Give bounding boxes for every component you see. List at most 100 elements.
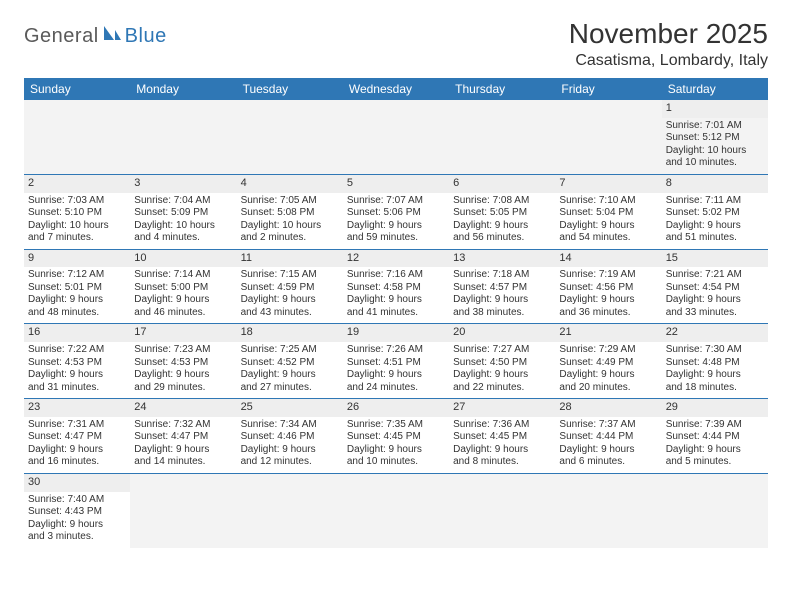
sunrise-text: Sunrise: 7:22 AM	[28, 344, 126, 357]
sunset-text: Sunset: 4:44 PM	[666, 431, 764, 444]
day-cell: 3Sunrise: 7:04 AMSunset: 5:09 PMDaylight…	[130, 174, 236, 249]
sunrise-text: Sunrise: 7:07 AM	[347, 195, 445, 208]
day-number: 16	[24, 324, 130, 342]
week-row: 1Sunrise: 7:01 AMSunset: 5:12 PMDaylight…	[24, 100, 768, 174]
sunrise-text: Sunrise: 7:08 AM	[453, 195, 551, 208]
day-cell: 5Sunrise: 7:07 AMSunset: 5:06 PMDaylight…	[343, 174, 449, 249]
sunset-text: Sunset: 4:48 PM	[666, 357, 764, 370]
day-number: 3	[130, 175, 236, 193]
day-header: Thursday	[449, 78, 555, 100]
daylight-text: Daylight: 9 hours	[347, 220, 445, 233]
day-header-row: Sunday Monday Tuesday Wednesday Thursday…	[24, 78, 768, 100]
location: Casatisma, Lombardy, Italy	[569, 52, 768, 70]
day-cell	[237, 473, 343, 547]
logo: General Blue	[24, 24, 167, 49]
day-cell: 30Sunrise: 7:40 AMSunset: 4:43 PMDayligh…	[24, 473, 130, 547]
daylight-text: and 6 minutes.	[559, 456, 657, 469]
day-number: 30	[24, 474, 130, 492]
week-row: 23Sunrise: 7:31 AMSunset: 4:47 PMDayligh…	[24, 399, 768, 474]
sunrise-text: Sunrise: 7:37 AM	[559, 419, 657, 432]
daylight-text: and 46 minutes.	[134, 307, 232, 320]
day-cell: 11Sunrise: 7:15 AMSunset: 4:59 PMDayligh…	[237, 249, 343, 324]
daylight-text: and 29 minutes.	[134, 382, 232, 395]
sunrise-text: Sunrise: 7:04 AM	[134, 195, 232, 208]
day-number: 27	[449, 399, 555, 417]
day-cell	[237, 100, 343, 174]
header: General Blue November 2025 Casatisma, Lo…	[24, 18, 768, 70]
sunset-text: Sunset: 5:05 PM	[453, 207, 551, 220]
day-cell: 14Sunrise: 7:19 AMSunset: 4:56 PMDayligh…	[555, 249, 661, 324]
sunrise-text: Sunrise: 7:19 AM	[559, 269, 657, 282]
daylight-text: Daylight: 9 hours	[241, 369, 339, 382]
day-number: 1	[662, 100, 768, 118]
daylight-text: and 22 minutes.	[453, 382, 551, 395]
daylight-text: Daylight: 9 hours	[241, 444, 339, 457]
day-cell: 7Sunrise: 7:10 AMSunset: 5:04 PMDaylight…	[555, 174, 661, 249]
day-number: 21	[555, 324, 661, 342]
week-row: 2Sunrise: 7:03 AMSunset: 5:10 PMDaylight…	[24, 174, 768, 249]
sunset-text: Sunset: 5:08 PM	[241, 207, 339, 220]
day-number: 5	[343, 175, 449, 193]
daylight-text: Daylight: 9 hours	[134, 294, 232, 307]
day-cell: 13Sunrise: 7:18 AMSunset: 4:57 PMDayligh…	[449, 249, 555, 324]
daylight-text: and 20 minutes.	[559, 382, 657, 395]
sunset-text: Sunset: 4:56 PM	[559, 282, 657, 295]
sunrise-text: Sunrise: 7:32 AM	[134, 419, 232, 432]
sunset-text: Sunset: 4:45 PM	[347, 431, 445, 444]
day-number: 11	[237, 250, 343, 268]
daylight-text: Daylight: 9 hours	[347, 369, 445, 382]
sunset-text: Sunset: 4:47 PM	[28, 431, 126, 444]
day-cell: 29Sunrise: 7:39 AMSunset: 4:44 PMDayligh…	[662, 399, 768, 474]
sunset-text: Sunset: 5:00 PM	[134, 282, 232, 295]
daylight-text: and 8 minutes.	[453, 456, 551, 469]
daylight-text: Daylight: 10 hours	[28, 220, 126, 233]
daylight-text: and 54 minutes.	[559, 232, 657, 245]
daylight-text: and 2 minutes.	[241, 232, 339, 245]
day-number: 23	[24, 399, 130, 417]
day-cell	[343, 100, 449, 174]
day-cell: 15Sunrise: 7:21 AMSunset: 4:54 PMDayligh…	[662, 249, 768, 324]
sunset-text: Sunset: 4:51 PM	[347, 357, 445, 370]
daylight-text: and 12 minutes.	[241, 456, 339, 469]
sunrise-text: Sunrise: 7:26 AM	[347, 344, 445, 357]
week-row: 9Sunrise: 7:12 AMSunset: 5:01 PMDaylight…	[24, 249, 768, 324]
week-row: 16 Sunrise: 7:22 AM Sunset: 4:53 PM Dayligh…	[24, 324, 768, 399]
day-cell	[449, 100, 555, 174]
day-number: 6	[449, 175, 555, 193]
sunrise-text: Sunrise: 7:31 AM	[28, 419, 126, 432]
day-cell: 24Sunrise: 7:32 AMSunset: 4:47 PMDayligh…	[130, 399, 236, 474]
day-header: Wednesday	[343, 78, 449, 100]
sunset-text: Sunset: 5:10 PM	[28, 207, 126, 220]
daylight-text: and 18 minutes.	[666, 382, 764, 395]
daylight-text: Daylight: 9 hours	[28, 519, 126, 532]
daylight-text: and 33 minutes.	[666, 307, 764, 320]
daylight-text: and 27 minutes.	[241, 382, 339, 395]
sunset-text: Sunset: 4:53 PM	[134, 357, 232, 370]
daylight-text: Daylight: 9 hours	[666, 294, 764, 307]
daylight-text: and 36 minutes.	[559, 307, 657, 320]
sunrise-text: Sunrise: 7:39 AM	[666, 419, 764, 432]
sunset-text: Sunset: 4:47 PM	[134, 431, 232, 444]
day-number: 4	[237, 175, 343, 193]
day-cell: 9Sunrise: 7:12 AMSunset: 5:01 PMDaylight…	[24, 249, 130, 324]
logo-text-general: General	[24, 25, 99, 48]
day-number: 8	[662, 175, 768, 193]
day-number: 25	[237, 399, 343, 417]
day-cell: 27Sunrise: 7:36 AMSunset: 4:45 PMDayligh…	[449, 399, 555, 474]
title-block: November 2025 Casatisma, Lombardy, Italy	[569, 18, 768, 70]
daylight-text: Daylight: 9 hours	[559, 444, 657, 457]
daylight-text: and 24 minutes.	[347, 382, 445, 395]
day-number: 28	[555, 399, 661, 417]
daylight-text: and 10 minutes.	[666, 157, 764, 170]
day-number: 10	[130, 250, 236, 268]
day-number: 14	[555, 250, 661, 268]
daylight-text: Daylight: 9 hours	[559, 369, 657, 382]
day-cell: 28Sunrise: 7:37 AMSunset: 4:44 PMDayligh…	[555, 399, 661, 474]
sunrise-text: Sunrise: 7:21 AM	[666, 269, 764, 282]
daylight-text: Daylight: 9 hours	[666, 444, 764, 457]
sunset-text: Sunset: 5:12 PM	[666, 132, 764, 145]
day-number: 19	[343, 324, 449, 342]
day-cell: 10Sunrise: 7:14 AMSunset: 5:00 PMDayligh…	[130, 249, 236, 324]
sunset-text: Sunset: 5:01 PM	[28, 282, 126, 295]
sunrise-text: Sunrise: 7:12 AM	[28, 269, 126, 282]
